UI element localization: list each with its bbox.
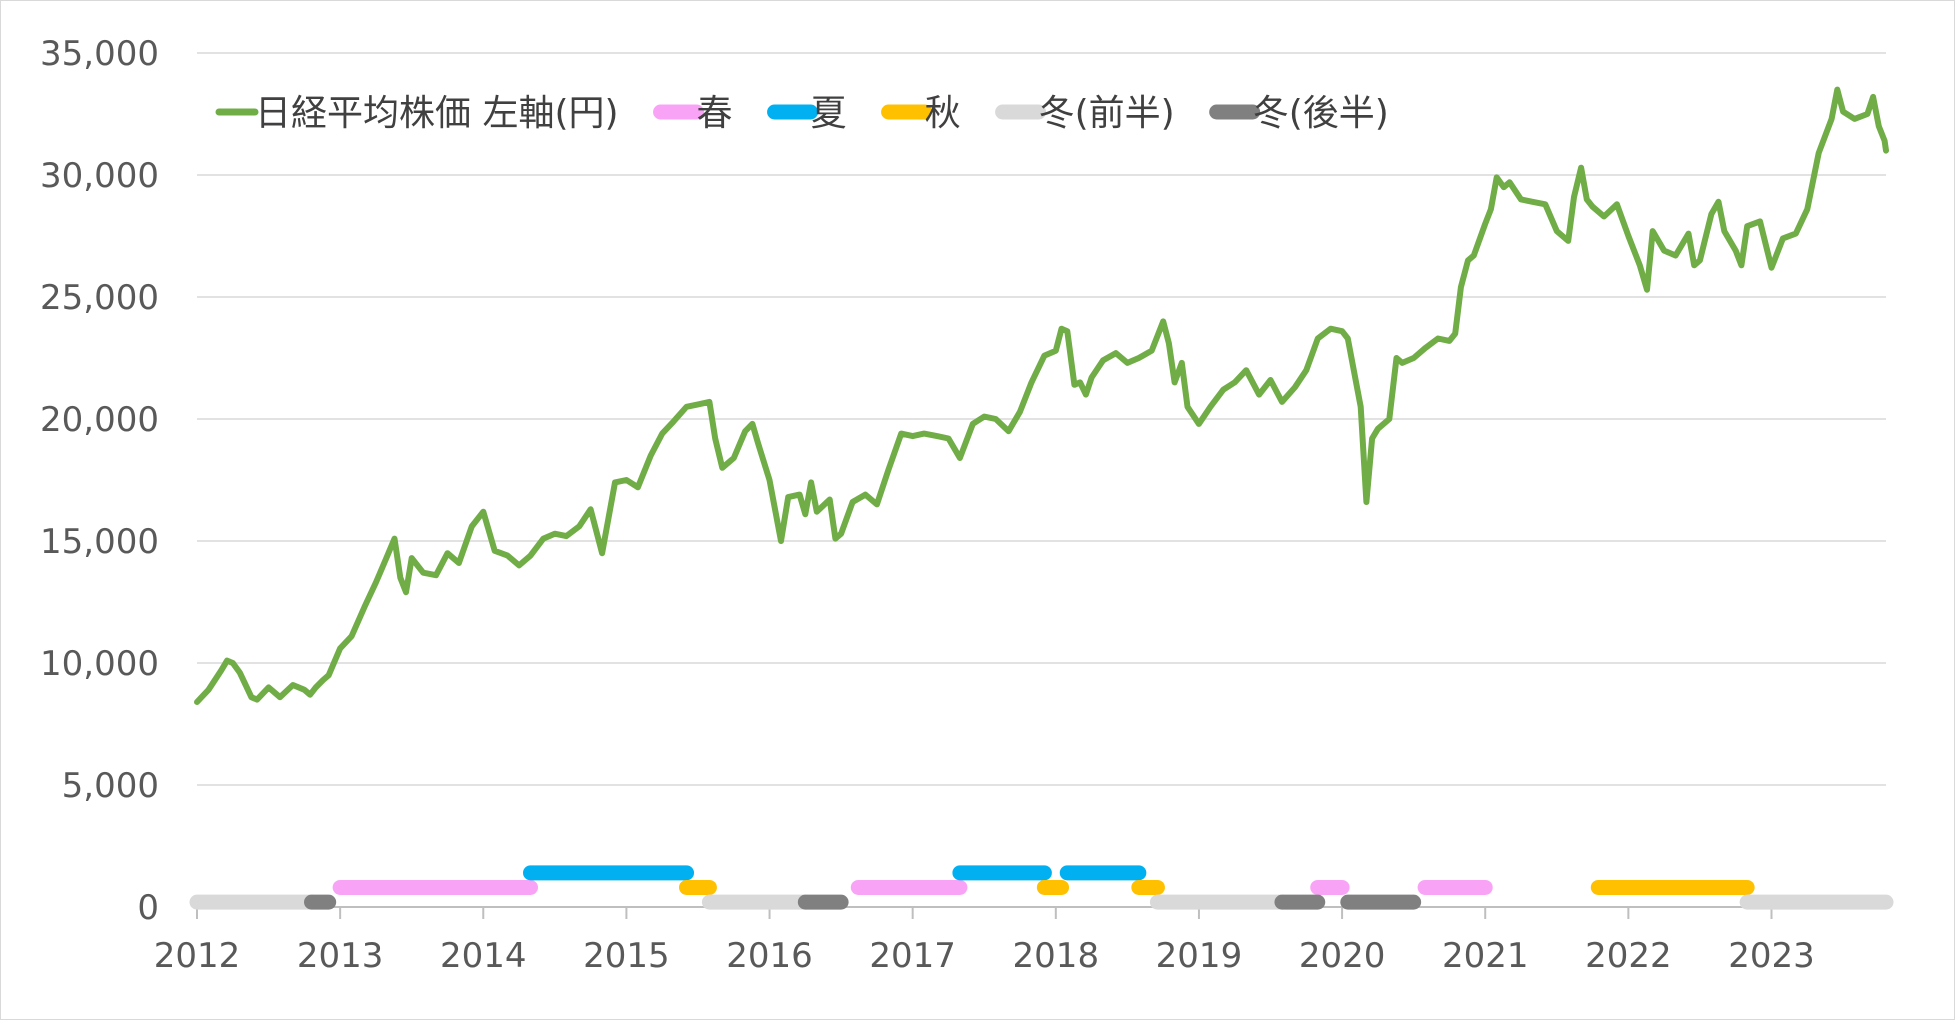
legend-label: 日経平均株価 左軸(円): [255, 93, 619, 134]
legend-label: 春: [697, 93, 733, 134]
x-tick-label: 2014: [440, 936, 527, 976]
season-bands: [189, 865, 1894, 910]
y-tick-label: 35,000: [40, 34, 159, 74]
legend-label: 冬(後半): [1253, 93, 1389, 134]
y-tick-label: 15,000: [40, 522, 159, 562]
y-tick-label: 10,000: [40, 644, 159, 684]
x-tick-label: 2018: [1013, 936, 1100, 976]
y-tick-label: 30,000: [40, 156, 159, 196]
y-tick-label: 25,000: [40, 278, 159, 318]
x-tick-label: 2015: [583, 936, 670, 976]
x-tick-label: 2012: [154, 936, 241, 976]
x-axis: 2012 2013 2014 2015 2016 2017 2018 2019 2020 2021…: [154, 906, 1886, 976]
x-tick-label: 2016: [726, 936, 813, 976]
y-tick-label: 5,000: [62, 766, 159, 806]
y-axis: 0 5,000 10,000 15,000 20,000 25,000 30,000 35,0…: [40, 34, 159, 928]
x-tick-label: 2019: [1156, 936, 1243, 976]
legend: 日経平均株価 左軸(円) 春 夏 秋 冬(前半) 冬(後半): [215, 93, 1389, 134]
x-tick-label: 2021: [1442, 936, 1529, 976]
legend-label: 秋: [925, 93, 961, 134]
gridlines: [197, 52, 1886, 786]
x-tick-label: 2023: [1728, 936, 1815, 976]
y-tick-label: 0: [137, 888, 159, 928]
legend-label: 夏: [811, 93, 847, 134]
nikkei-series-line: [194, 86, 1889, 705]
x-tick-label: 2013: [297, 936, 384, 976]
x-tick-label: 2022: [1585, 936, 1672, 976]
nikkei-line-layer: [194, 86, 1889, 705]
legend-label: 冬(前半): [1039, 93, 1175, 134]
x-tick-label: 2020: [1299, 936, 1386, 976]
y-tick-label: 20,000: [40, 400, 159, 440]
x-tick-label: 2017: [869, 936, 956, 976]
